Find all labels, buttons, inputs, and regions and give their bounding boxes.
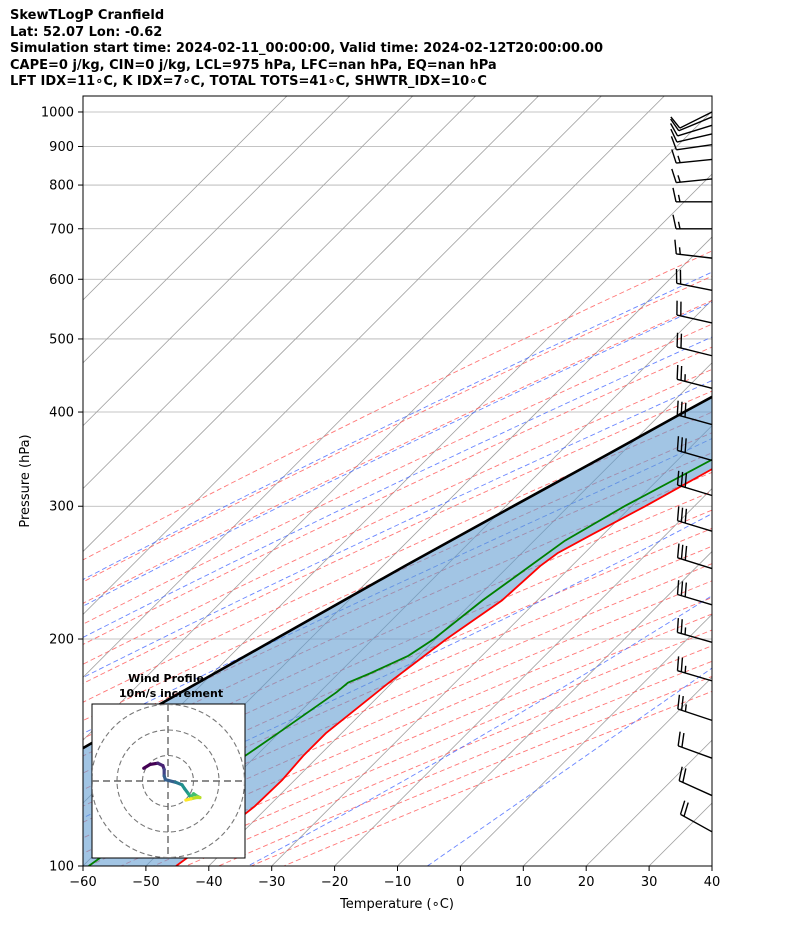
x-tick-label: 20 xyxy=(578,875,595,890)
wind-barb xyxy=(676,400,713,426)
wind-barb xyxy=(674,239,713,259)
hodograph-trace xyxy=(163,778,178,784)
isotherm-line xyxy=(585,739,712,866)
wind-barb xyxy=(670,111,713,129)
y-tick-label: 700 xyxy=(49,222,74,237)
wind-barb xyxy=(672,214,712,230)
isotherm-line xyxy=(334,488,712,866)
isotherm-line xyxy=(459,613,712,866)
hodograph-trace xyxy=(184,797,193,802)
y-tick-label: 900 xyxy=(49,140,74,155)
wind-barb xyxy=(670,128,713,143)
y-tick-label: 800 xyxy=(49,179,74,194)
x-tick-label: −20 xyxy=(321,875,348,890)
x-tick-label: −40 xyxy=(195,875,222,890)
x-tick-label: −30 xyxy=(258,875,285,890)
dry-adiabat xyxy=(83,250,712,561)
wind-barb xyxy=(671,168,713,184)
isotherm-line xyxy=(83,96,602,615)
isotherm-line xyxy=(83,96,540,553)
temperature-line xyxy=(175,468,712,866)
y-tick-label: 1000 xyxy=(41,105,74,120)
wind-barb xyxy=(669,123,713,137)
isotherm-line xyxy=(396,550,712,866)
wind-barb xyxy=(671,149,713,164)
isotherm-line xyxy=(271,425,712,866)
wind-barb xyxy=(672,187,712,203)
hodograph-ring xyxy=(92,704,245,858)
hodograph-subtitle: 10m/s increment xyxy=(119,687,223,700)
profile-lines xyxy=(83,395,712,866)
hodograph-inset xyxy=(91,703,246,859)
wind-barb xyxy=(676,506,713,532)
wind-barb xyxy=(676,364,713,390)
dry-adiabat xyxy=(251,676,712,866)
wind-barb xyxy=(676,618,713,643)
wind-barb xyxy=(678,766,713,797)
cape-line: CAPE=0 j/kg, CIN=0 j/kg, LCL=975 hPa, LF… xyxy=(10,57,497,73)
chart-header: SkewTLogP Cranfield Lat: 52.07 Lon: -0.6… xyxy=(10,8,603,91)
background-lines xyxy=(83,96,712,866)
wind-barb xyxy=(676,470,713,497)
location-line: Lat: 52.07 Lon: -0.62 xyxy=(10,24,163,40)
dry-adiabat xyxy=(83,509,712,791)
wind-barb xyxy=(677,694,713,722)
dry-adiabat xyxy=(83,299,712,604)
wind-barb xyxy=(670,136,713,151)
wind-barb xyxy=(676,332,713,357)
wind-barb xyxy=(677,731,713,759)
x-tick-label: 40 xyxy=(704,875,721,890)
dry-adiabat xyxy=(83,390,712,684)
wind-barb xyxy=(679,800,713,833)
isotherm-line xyxy=(522,676,712,866)
wind-barb xyxy=(676,543,713,570)
x-axis-label: Temperature (∘C) xyxy=(339,897,454,912)
y-axis-label: Pressure (hPa) xyxy=(18,434,33,527)
isotherm-line xyxy=(83,110,712,741)
x-tick-label: 10 xyxy=(515,875,532,890)
x-tick-label: −10 xyxy=(384,875,411,890)
x-tick-label: −60 xyxy=(69,875,96,890)
x-tick-label: 30 xyxy=(641,875,658,890)
moist-adiabat xyxy=(83,271,712,581)
isotherm-line xyxy=(83,96,477,490)
moist-adiabat xyxy=(83,380,712,679)
dewpoint-line xyxy=(88,458,712,866)
dry-adiabat xyxy=(83,346,712,645)
isotherm-line xyxy=(711,865,712,866)
isotherm-line xyxy=(83,96,288,301)
x-tick-label: −50 xyxy=(132,875,159,890)
x-tick-label: 0 xyxy=(456,875,464,890)
wind-barb xyxy=(676,300,713,324)
chart-axes: −60 −50 −40 −30 −20 −10 0 10 20 30 40 1000 900 800 700… xyxy=(41,95,721,890)
y-tick-label: 200 xyxy=(49,633,74,648)
wind-barb xyxy=(676,580,713,606)
wind-barb xyxy=(676,656,713,682)
y-tick-label: 600 xyxy=(49,273,74,288)
dry-adiabat xyxy=(83,275,712,583)
wind-barb xyxy=(670,116,713,132)
y-tick-label: 500 xyxy=(49,332,74,347)
chart-title: SkewTLogP Cranfield xyxy=(10,8,165,23)
y-tick-label: 300 xyxy=(49,500,74,515)
y-tick-label: 100 xyxy=(49,860,74,875)
hodograph-title: Wind Profile xyxy=(128,672,204,685)
wind-barb xyxy=(675,268,713,292)
isotherm-line xyxy=(83,96,351,364)
wind-barb xyxy=(676,436,713,462)
index-line: LFT IDX=11∘C, K IDX=7∘C, TOTAL TOTS=41∘C… xyxy=(10,74,487,90)
wind-barbs xyxy=(669,111,713,833)
isotherm-line xyxy=(83,96,665,678)
parcel-path-line xyxy=(83,395,712,750)
isotherm-line xyxy=(83,96,414,427)
y-tick-label: 400 xyxy=(49,406,74,421)
time-line: Simulation start time: 2024-02-11_00:00:… xyxy=(10,41,603,57)
